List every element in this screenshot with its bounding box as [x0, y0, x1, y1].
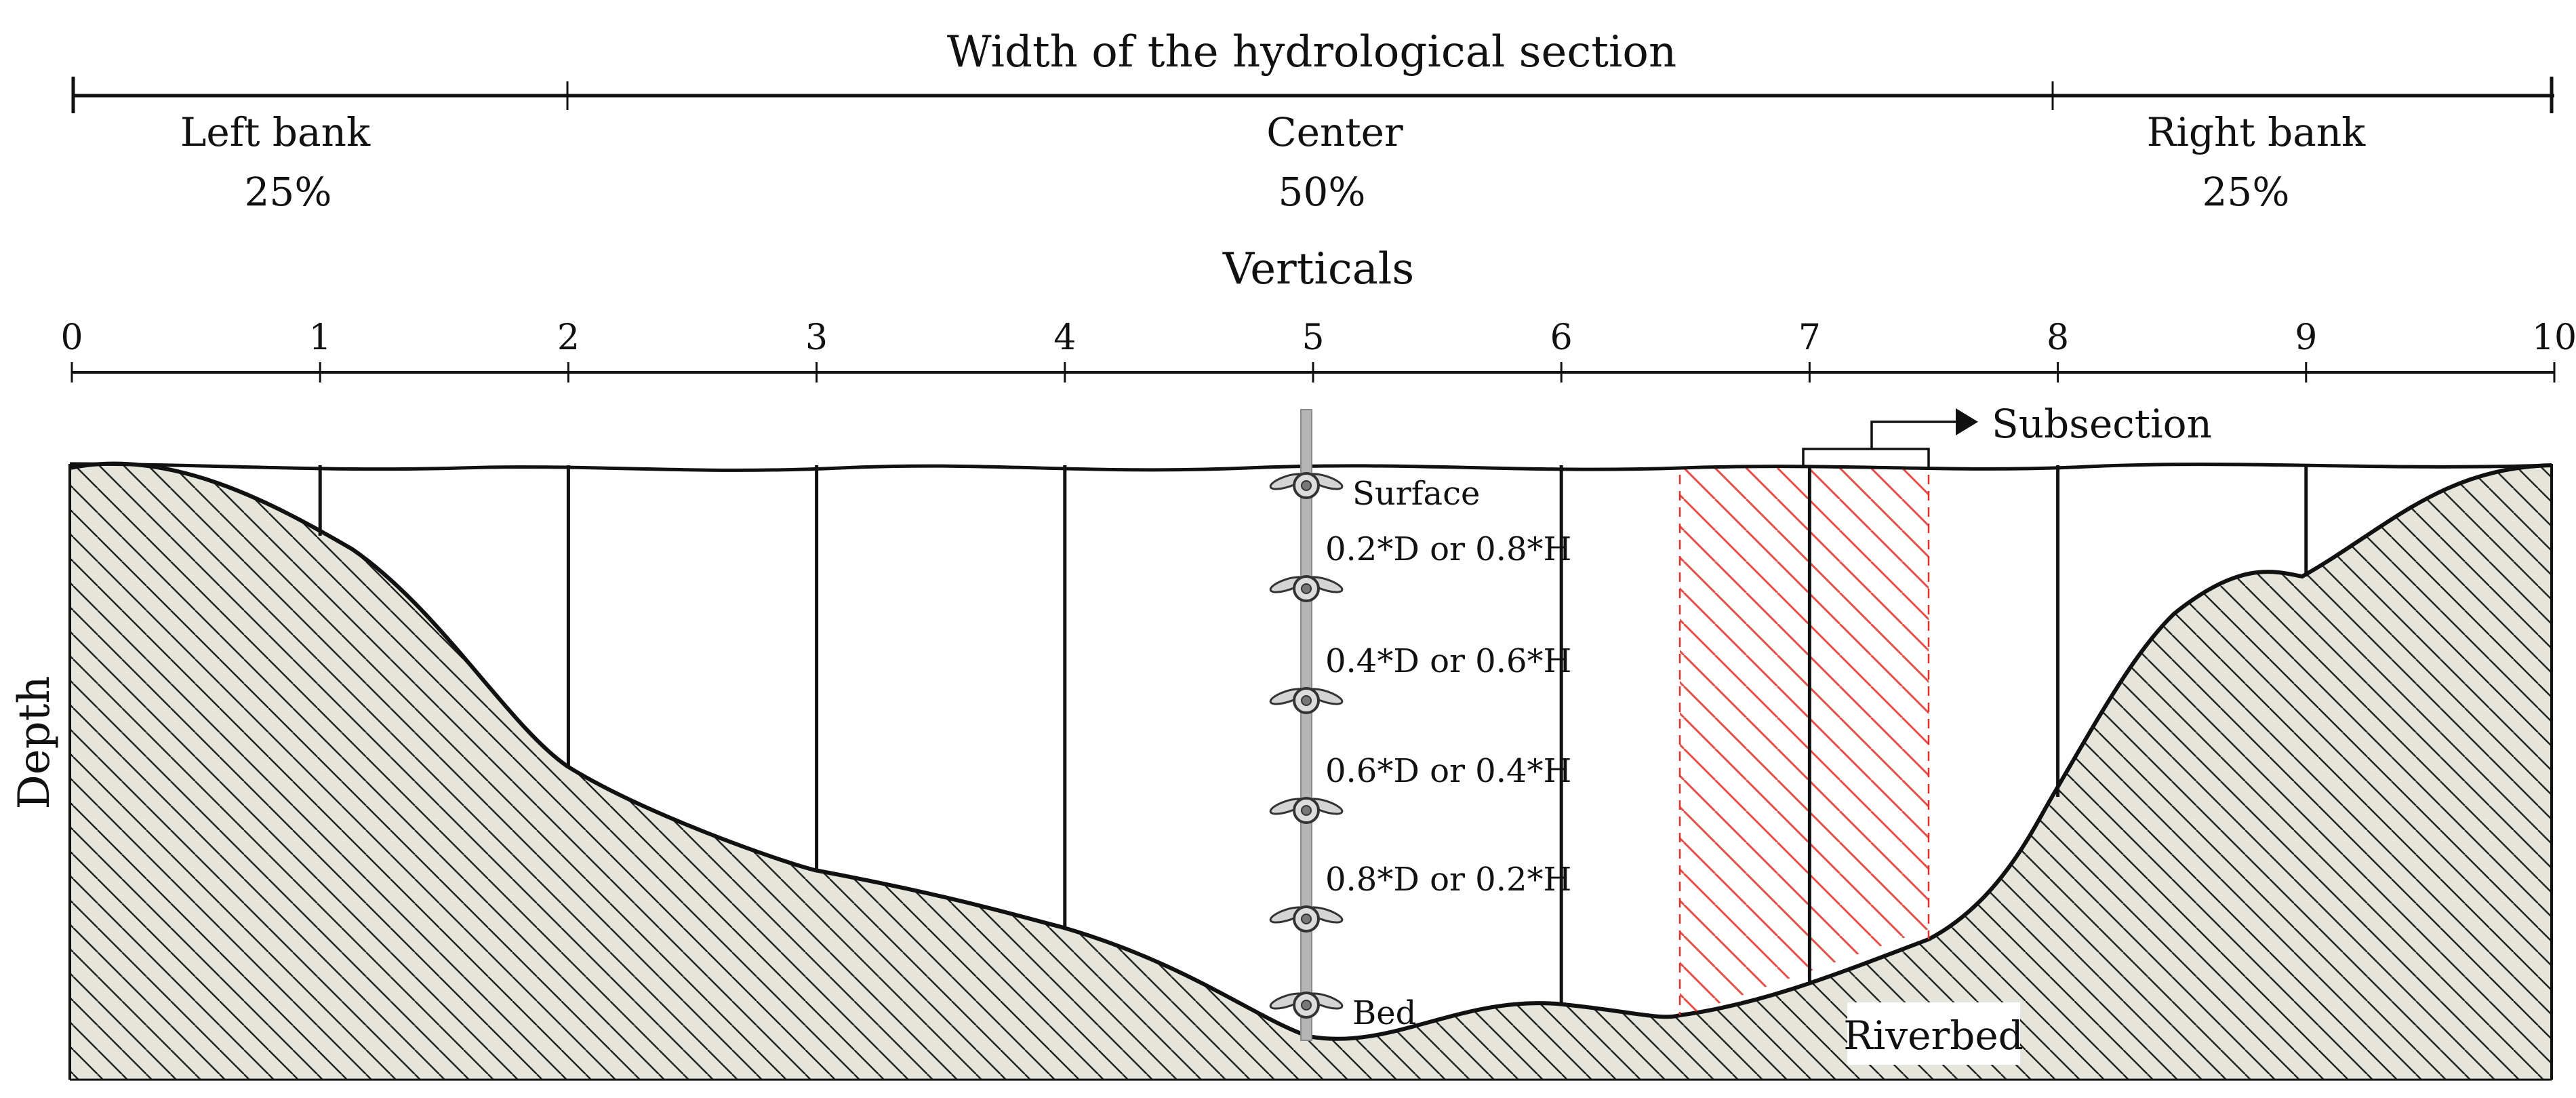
measurement-point-label: 0.6*D or 0.4*H [1325, 752, 1571, 790]
current-meter-hub [1301, 805, 1312, 816]
current-meter-hub [1301, 583, 1312, 594]
tick-label: 0 [60, 317, 83, 358]
current-meter-hub [1301, 1000, 1312, 1011]
riverbed-label-bg [1847, 1002, 2020, 1065]
tick-label: 1 [309, 317, 331, 358]
riverbed-outline [69, 461, 2552, 1041]
measurement-point-label: 0.2*D or 0.8*H [1325, 530, 1571, 568]
verticals-ticks: 0 1 2 3 4 5 6 7 8 9 10 [60, 317, 2576, 383]
measurement-point-label: Bed [1352, 994, 1416, 1032]
segment-label: Left bank [180, 109, 371, 155]
current-meter: 0.6*D or 0.4*H [1269, 752, 1571, 824]
segment-label: Right bank [2147, 109, 2367, 155]
current-meter: 0.4*D or 0.6*H [1269, 642, 1571, 714]
segment-percent: 25% [245, 169, 332, 215]
tick-label: 2 [557, 317, 580, 358]
tick-label: 8 [2047, 317, 2069, 358]
subsection-arrow [1870, 420, 1956, 449]
segment-label: Center [1266, 109, 1403, 155]
current-meter-hub [1301, 480, 1312, 491]
subsection-hatch [1680, 468, 1929, 1017]
segment-percent: 50% [1279, 169, 1366, 215]
section-width-title: Width of the hydrological section [947, 27, 1676, 77]
depth-label: Depth [9, 675, 60, 809]
current-meter-points: Surface 0.2*D or 0.8*H 0.4*D or 0.6*H 0.6*D… [1269, 472, 1571, 1032]
current-meter: Surface [1269, 472, 1480, 513]
tick-label: 4 [1053, 317, 1076, 358]
measurement-point-label: 0.4*D or 0.6*H [1325, 642, 1571, 680]
measurement-point-label: Surface [1352, 475, 1480, 513]
width-scale [71, 77, 2554, 113]
segment-right-bank: Right bank 25% [2147, 109, 2367, 215]
subsection-label: Subsection [1992, 401, 2212, 447]
riverbed-label: Riverbed [1843, 1013, 2024, 1059]
current-meter: Bed [1269, 992, 1416, 1032]
tick-label: 3 [805, 317, 828, 358]
verticals-title: Verticals [1222, 244, 1414, 294]
current-meter-hub [1301, 914, 1312, 924]
segment-left-bank: Left bank 25% [180, 109, 371, 215]
current-meter-rod [1300, 409, 1312, 1041]
segment-center: Center 50% [1266, 109, 1403, 215]
current-meter: 0.2*D or 0.8*H [1269, 530, 1571, 602]
water-surface [69, 462, 2552, 472]
current-meter: 0.8*D or 0.2*H [1269, 861, 1571, 933]
subsection-bracket [1802, 448, 1930, 467]
vertical-gauging-lines [318, 465, 2308, 1004]
tick-label: 6 [1550, 317, 1573, 358]
subsection-marker: Subsection [1802, 401, 2212, 467]
segment-percent: 25% [2202, 169, 2290, 215]
tick-label: 10 [2532, 317, 2576, 358]
tick-label: 9 [2295, 317, 2317, 358]
current-meter-hub [1301, 695, 1312, 706]
tick-label: 7 [1798, 317, 1821, 358]
measurement-point-label: 0.8*D or 0.2*H [1325, 861, 1571, 899]
tick-label: 5 [1302, 317, 1324, 358]
riverbed-ground [70, 463, 2552, 1080]
arrow-head-icon [1956, 408, 1978, 435]
